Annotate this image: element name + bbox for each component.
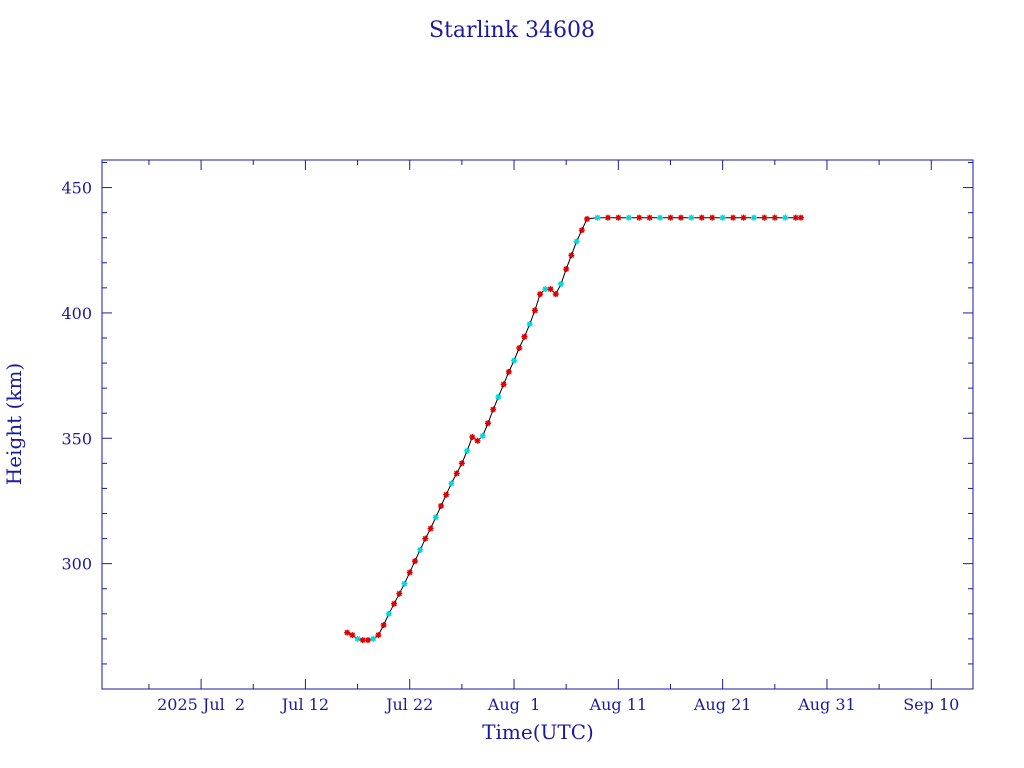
data-point bbox=[604, 214, 611, 221]
data-point bbox=[594, 214, 601, 221]
data-point bbox=[542, 286, 549, 293]
data-point bbox=[552, 291, 559, 298]
data-point bbox=[427, 525, 434, 532]
data-point bbox=[573, 238, 580, 245]
x-tick-label: Aug 1 bbox=[487, 695, 540, 714]
data-point bbox=[474, 437, 481, 444]
data-point bbox=[547, 286, 554, 293]
data-point bbox=[636, 214, 643, 221]
data-point bbox=[417, 546, 424, 553]
data-point bbox=[615, 214, 622, 221]
data-point bbox=[484, 420, 491, 427]
data-point bbox=[625, 214, 632, 221]
data-point bbox=[458, 460, 465, 467]
data-point bbox=[511, 357, 518, 364]
x-tick-label: Jul 22 bbox=[384, 695, 433, 714]
data-point bbox=[578, 227, 585, 234]
data-point bbox=[761, 214, 768, 221]
series-line bbox=[346, 217, 801, 641]
data-point bbox=[771, 214, 778, 221]
data-point bbox=[354, 635, 361, 642]
data-point bbox=[667, 214, 674, 221]
data-point bbox=[698, 214, 705, 221]
data-point bbox=[411, 558, 418, 565]
data-point bbox=[568, 252, 575, 259]
data-point bbox=[391, 600, 398, 607]
data-point bbox=[469, 434, 476, 441]
data-point bbox=[505, 368, 512, 375]
data-point bbox=[406, 569, 413, 576]
data-point bbox=[396, 590, 403, 597]
data-point bbox=[719, 214, 726, 221]
data-point bbox=[516, 345, 523, 352]
data-point bbox=[364, 637, 371, 644]
data-point bbox=[479, 432, 486, 439]
y-tick-label: 300 bbox=[61, 555, 92, 574]
data-point bbox=[438, 502, 445, 509]
data-point bbox=[782, 214, 789, 221]
data-point bbox=[448, 480, 455, 487]
data-point bbox=[521, 333, 528, 340]
x-tick-label: Aug 11 bbox=[589, 695, 648, 714]
x-axis-label: Time(UTC) bbox=[482, 720, 594, 744]
data-point bbox=[370, 635, 377, 642]
data-point bbox=[557, 281, 564, 288]
data-point bbox=[792, 214, 799, 221]
data-point bbox=[443, 491, 450, 498]
data-point bbox=[453, 470, 460, 477]
data-point bbox=[677, 214, 684, 221]
data-point bbox=[375, 632, 382, 639]
data-point bbox=[584, 215, 591, 222]
x-tick-label: Sep 10 bbox=[903, 695, 959, 714]
data-point bbox=[537, 291, 544, 298]
data-point bbox=[401, 580, 408, 587]
x-tick-label: 2025 Jul 2 bbox=[157, 695, 245, 714]
data-point bbox=[422, 535, 429, 542]
y-axis-label: Height (km) bbox=[2, 363, 26, 485]
data-point bbox=[657, 214, 664, 221]
y-tick-label: 350 bbox=[61, 429, 92, 448]
data-point bbox=[531, 307, 538, 314]
data-point bbox=[385, 610, 392, 617]
data-point bbox=[349, 632, 356, 639]
data-point bbox=[344, 629, 351, 636]
y-tick-label: 400 bbox=[61, 304, 92, 323]
x-tick-label: Aug 21 bbox=[693, 695, 752, 714]
data-point bbox=[490, 406, 497, 413]
x-tick-label: Jul 12 bbox=[280, 695, 329, 714]
x-axis: 2025 Jul 2 Jul 12 Jul 22 Aug 1 Aug 11 Aug 21 A… bbox=[148, 160, 959, 714]
y-axis: 300 350 400 450 bbox=[61, 162, 973, 665]
data-point bbox=[500, 381, 507, 388]
plot-frame bbox=[101, 159, 974, 690]
data-point bbox=[380, 622, 387, 629]
y-tick-label: 450 bbox=[61, 179, 92, 198]
data-point bbox=[646, 214, 653, 221]
series-layer bbox=[344, 214, 804, 644]
data-point bbox=[797, 214, 804, 221]
data-point bbox=[432, 514, 439, 521]
plot-border bbox=[101, 159, 974, 690]
data-point bbox=[359, 637, 366, 644]
data-point bbox=[464, 447, 471, 454]
data-point bbox=[730, 214, 737, 221]
data-point bbox=[526, 321, 533, 328]
x-tick-label: Aug 31 bbox=[797, 695, 856, 714]
data-point bbox=[688, 214, 695, 221]
data-point bbox=[709, 214, 716, 221]
data-point bbox=[740, 214, 747, 221]
data-point bbox=[750, 214, 757, 221]
data-point bbox=[495, 393, 502, 400]
chart-title: Starlink 34608 bbox=[429, 18, 595, 43]
data-point bbox=[563, 266, 570, 273]
